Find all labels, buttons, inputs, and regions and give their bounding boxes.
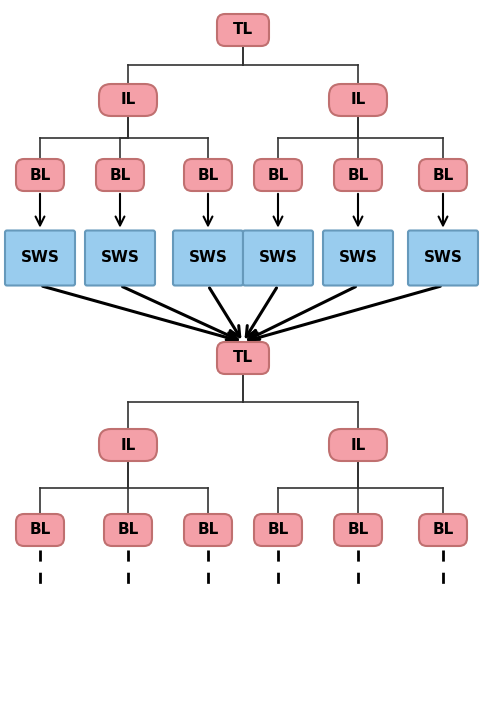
FancyBboxPatch shape bbox=[419, 514, 467, 546]
FancyBboxPatch shape bbox=[334, 514, 382, 546]
Text: SWS: SWS bbox=[20, 251, 59, 266]
Text: TL: TL bbox=[233, 23, 253, 38]
FancyBboxPatch shape bbox=[323, 231, 393, 285]
Text: BL: BL bbox=[197, 168, 219, 183]
FancyBboxPatch shape bbox=[104, 514, 152, 546]
Text: SWS: SWS bbox=[101, 251, 139, 266]
FancyBboxPatch shape bbox=[99, 84, 157, 116]
FancyBboxPatch shape bbox=[85, 231, 155, 285]
Text: BL: BL bbox=[433, 523, 453, 537]
FancyBboxPatch shape bbox=[184, 159, 232, 191]
Text: BL: BL bbox=[197, 523, 219, 537]
Text: IL: IL bbox=[121, 438, 136, 452]
Text: IL: IL bbox=[121, 93, 136, 108]
FancyBboxPatch shape bbox=[334, 159, 382, 191]
FancyBboxPatch shape bbox=[329, 429, 387, 461]
Text: SWS: SWS bbox=[189, 251, 227, 266]
FancyBboxPatch shape bbox=[217, 14, 269, 46]
Text: IL: IL bbox=[350, 93, 365, 108]
FancyBboxPatch shape bbox=[96, 159, 144, 191]
Text: BL: BL bbox=[347, 168, 368, 183]
Text: BL: BL bbox=[118, 523, 139, 537]
Text: BL: BL bbox=[109, 168, 131, 183]
Text: BL: BL bbox=[433, 168, 453, 183]
FancyBboxPatch shape bbox=[329, 84, 387, 116]
Text: BL: BL bbox=[267, 168, 289, 183]
Text: BL: BL bbox=[347, 523, 368, 537]
FancyBboxPatch shape bbox=[16, 514, 64, 546]
Text: IL: IL bbox=[350, 438, 365, 452]
FancyBboxPatch shape bbox=[16, 159, 64, 191]
Text: BL: BL bbox=[267, 523, 289, 537]
Text: SWS: SWS bbox=[424, 251, 463, 266]
Text: TL: TL bbox=[233, 350, 253, 365]
FancyBboxPatch shape bbox=[254, 514, 302, 546]
FancyBboxPatch shape bbox=[184, 514, 232, 546]
Text: SWS: SWS bbox=[339, 251, 378, 266]
Text: BL: BL bbox=[29, 168, 51, 183]
FancyBboxPatch shape bbox=[243, 231, 313, 285]
Text: BL: BL bbox=[29, 523, 51, 537]
FancyBboxPatch shape bbox=[408, 231, 478, 285]
FancyBboxPatch shape bbox=[254, 159, 302, 191]
Text: SWS: SWS bbox=[259, 251, 297, 266]
FancyBboxPatch shape bbox=[173, 231, 243, 285]
FancyBboxPatch shape bbox=[99, 429, 157, 461]
FancyBboxPatch shape bbox=[5, 231, 75, 285]
FancyBboxPatch shape bbox=[419, 159, 467, 191]
FancyBboxPatch shape bbox=[217, 342, 269, 374]
